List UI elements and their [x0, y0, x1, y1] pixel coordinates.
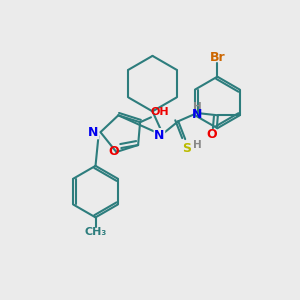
Text: N: N: [192, 108, 202, 121]
Text: N: N: [154, 129, 165, 142]
Text: CH₃: CH₃: [84, 227, 106, 237]
Text: Br: Br: [210, 51, 225, 64]
Text: H: H: [193, 102, 202, 112]
Text: S: S: [182, 142, 191, 154]
Text: H: H: [193, 140, 202, 150]
Text: N: N: [88, 126, 99, 139]
Text: O: O: [108, 146, 119, 158]
Text: OH: OH: [151, 107, 169, 117]
Text: O: O: [207, 128, 217, 141]
